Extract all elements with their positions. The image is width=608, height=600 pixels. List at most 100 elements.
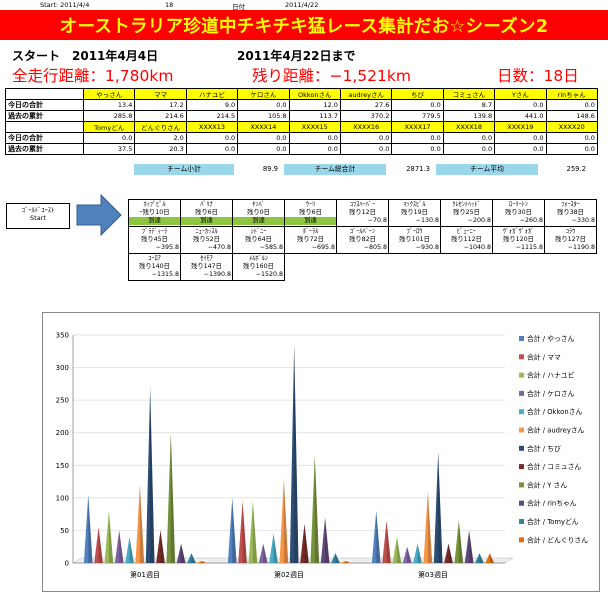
participant-name: XXXX18 [442, 121, 496, 133]
stop-name: ﾛｰﾘｰﾄﾝ [509, 201, 528, 208]
score-row: 過去の累計 285.8 214.6 214.5 105.8 113.7 370.2 779.5… [5, 110, 598, 122]
stop-days-left: 残り72日 [297, 236, 324, 243]
score-cell: 285.8 [82, 110, 136, 122]
stop-distance-left: −200.8 [467, 217, 491, 224]
score-cell: 12.0 [288, 99, 341, 111]
stop-days-left: 残り140日 [139, 263, 170, 270]
chart-spike-shade [407, 546, 412, 563]
current-date: 2011/4/22 [285, 1, 319, 9]
score-cell: 0.0 [339, 143, 393, 155]
chart-spike-shade [170, 432, 176, 563]
chart-spike [444, 543, 453, 563]
legend-swatch [519, 537, 524, 543]
y-tick-label: 100 [56, 494, 69, 502]
chart-spike [166, 432, 176, 563]
score-cell: 148.6 [545, 110, 598, 122]
score-cell: 0.0 [442, 132, 496, 144]
chart-spike-shade [139, 484, 145, 563]
score-cell: 441.0 [494, 110, 547, 122]
chart-spike-shade [129, 536, 134, 563]
legend-label: 合計 / やっさん [527, 334, 575, 343]
row-label: 今日の合計 [5, 99, 84, 111]
team-subtotal-value: 89.9 [262, 165, 278, 173]
route-stop: ﾎｯﾌﾟﾋﾟﾙ ｰ残り10日 到達 [128, 199, 181, 227]
legend-swatch [519, 500, 524, 506]
arrived-badge: 到達 [181, 217, 232, 225]
y-tick-label: 0 [65, 560, 69, 568]
stop-name: ﾆｭｰｶｯｽﾙ [195, 228, 218, 235]
chart-spike-shade [150, 387, 155, 563]
chart-spike-shade [88, 494, 93, 563]
chart-spike [433, 452, 443, 563]
chart-spike [104, 510, 114, 563]
score-cell: 0.0 [339, 132, 393, 144]
remaining-distance: 残り距離：−1,521km [252, 67, 411, 85]
participant-name: XXXX17 [391, 121, 444, 133]
score-cell: 0.0 [545, 143, 598, 155]
chart-spike [382, 520, 391, 563]
participant-name: ママ [134, 88, 187, 100]
start-location: ｺﾞｰﾙﾄﾞｺｰｽﾄ [21, 206, 55, 214]
stop-name: ﾔﾝﾊﾞ [252, 201, 265, 208]
chart-spike [371, 510, 381, 563]
score-cell: 0.0 [185, 143, 239, 155]
start-date: スタート 2011年4月4日 [12, 49, 159, 63]
stop-distance-left: −260.8 [519, 217, 543, 224]
stop-name: ﾌﾞﾗﾃﾞｨｰﾗ [141, 228, 168, 235]
stop-distance-left: −330.8 [571, 217, 595, 224]
score-cell: 113.7 [288, 110, 341, 122]
stop-days-left: 残り147日 [191, 263, 222, 270]
day-count: 18 [165, 1, 174, 9]
stop-days-left: 残り19日 [401, 209, 428, 216]
route-stop: ﾛｰﾘｰﾄﾝ 残り30日 −260.8 [492, 199, 545, 227]
chart-spike-shade [160, 530, 165, 563]
chart-spike [238, 501, 247, 563]
score-cell: 779.5 [391, 110, 444, 122]
score-cell: 0.0 [494, 143, 547, 155]
stop-days-left: 残り127日 [555, 236, 586, 243]
chart-spike-shade [252, 501, 258, 563]
chart-spike-shade [376, 510, 381, 563]
route-row: ﾕｰﾛｱ 残り140日 −1315.8 ｾｲﾓｱ 残り147日 −1390.8 ﾒﾙﾎﾞﾙﾝ… [128, 253, 597, 281]
route-empty [285, 254, 337, 281]
stop-days-left: 残り25日 [453, 209, 480, 216]
name-row: Tomyどん どんぐりさん XXXX13 XXXX14 XXXX15 XXXX16 XXXX… [5, 121, 598, 133]
days-elapsed: 日数：18日 [497, 67, 579, 85]
stop-name: ﾎﾞｰﾗﾙ [302, 228, 319, 235]
meta-line: Start: 2011/4/4 18 日付 2011/4/22 [0, 0, 608, 11]
route-stop: ﾌﾞｰﾛｳ 残り101日 −930.8 [388, 226, 441, 254]
score-cell: 0.0 [545, 132, 598, 144]
stop-distance-left: −1520.8 [255, 271, 283, 278]
score-cell: 0.0 [288, 132, 341, 144]
route-stop: ﾏｯｸｽﾋﾞﾙ 残り19日 −130.8 [388, 199, 441, 227]
stop-name: ﾌﾞｰﾛｳ [406, 228, 423, 235]
chart-spike [341, 561, 351, 563]
stop-name: ﾕｰﾛｱ [148, 255, 161, 262]
until-date: 2011年4月22日まで [237, 49, 356, 63]
stop-name: ﾋﾞｭｰﾆｰ [457, 228, 476, 235]
stop-distance-left: −1040.8 [463, 244, 491, 251]
start-caption: Start [30, 214, 46, 222]
legend-label: 合計 / rinちゃん [527, 499, 577, 508]
route-empty [545, 254, 597, 281]
legend-label: 合計 / ママ [527, 352, 561, 361]
chart-spike-shade [304, 523, 309, 563]
score-cell: 8.7 [442, 99, 496, 111]
stop-days-left: ｰ残り10日 [139, 209, 170, 216]
chart-spike-shade [448, 543, 453, 563]
participant-name: XXXX13 [185, 121, 239, 133]
score-row: 過去の累計 37.5 20.3 0.0 0.0 0.0 0.0 0.0 0.0 0.0 0.0 [5, 143, 598, 155]
y-tick-label: 50 [60, 527, 69, 535]
legend-label: 合計 / Okkonさん [527, 407, 582, 416]
stop-name: ﾒﾙﾎﾞﾙﾝ [249, 255, 268, 262]
route-stop: ｳﾞｫｶﾞｳﾞｫｶﾞ 残り120日 −1115.8 [492, 226, 545, 254]
stop-days-left: 残り52日 [193, 236, 220, 243]
legend-swatch [519, 372, 524, 378]
legend-label: 合計 / ケロさん [527, 389, 575, 398]
participant-name: XXXX19 [494, 121, 547, 133]
participant-name: XXXX14 [237, 121, 290, 133]
y-tick-label: 200 [56, 429, 69, 437]
participant-name: どんぐりさん [134, 121, 187, 133]
chart-spike [289, 344, 299, 563]
team-subtotal-label: チーム小計 [134, 164, 234, 175]
